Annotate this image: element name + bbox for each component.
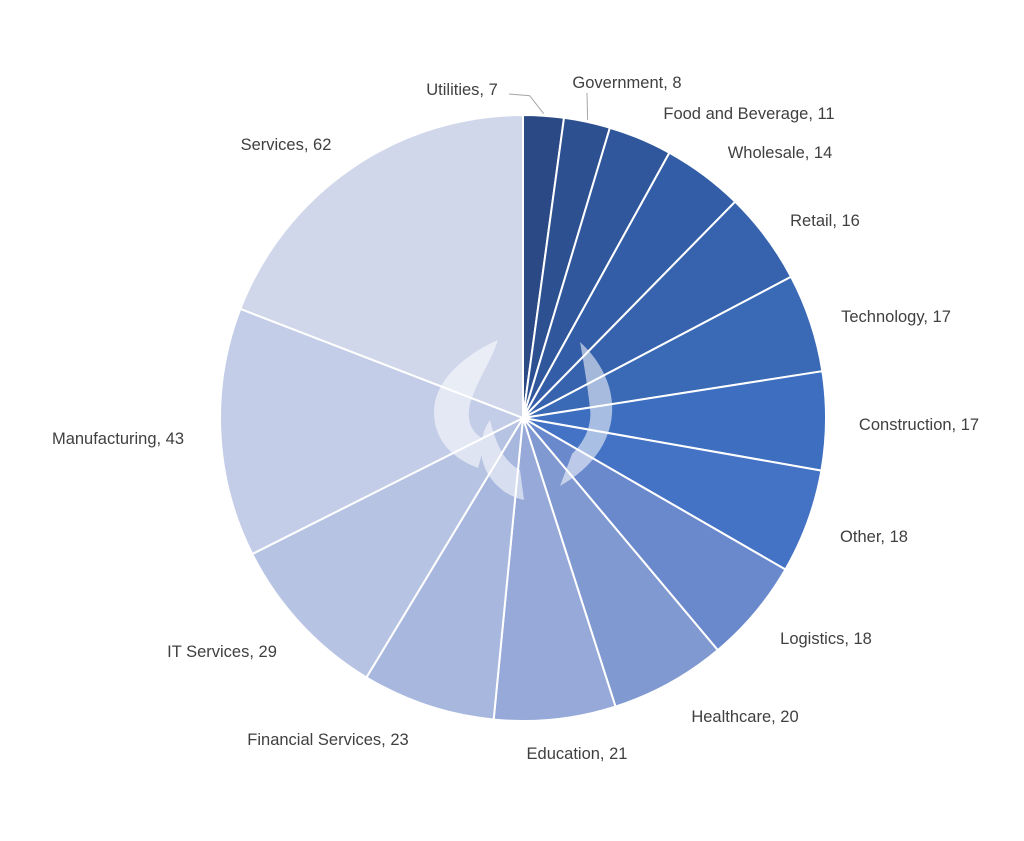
slice-label-it-services: IT Services, 29	[167, 643, 277, 661]
slice-label-other: Other, 18	[840, 528, 908, 546]
slice-label-manufacturing: Manufacturing, 43	[52, 430, 184, 448]
slice-label-services: Services, 62	[241, 136, 332, 154]
pie-slice-education	[492, 417, 617, 722]
slice-label-logistics: Logistics, 18	[780, 630, 872, 648]
leader-lines	[508, 92, 589, 120]
pie-slice-manufacturing	[219, 307, 524, 555]
slice-label-healthcare: Healthcare, 20	[691, 708, 798, 726]
slice-label-education: Education, 21	[527, 745, 628, 763]
slice-label-utilities: Utilities, 7	[426, 81, 498, 99]
pie-slice-financial-services	[365, 417, 524, 721]
watermark-logo	[434, 340, 613, 500]
leader-line-utilities	[508, 93, 545, 115]
pie-slice-services	[239, 114, 524, 419]
slice-label-government: Government, 8	[572, 74, 681, 92]
slice-label-construction: Construction, 17	[859, 416, 979, 434]
slice-label-financial-services: Financial Services, 23	[247, 731, 408, 749]
leader-line-government	[586, 92, 589, 120]
pie-slice-healthcare	[522, 417, 719, 708]
slice-label-technology: Technology, 17	[841, 308, 951, 326]
slice-labels: Utilities, 7 Government, 8 Food and Bevera…	[52, 74, 979, 763]
slice-label-food-and-beverage: Food and Beverage, 11	[663, 105, 834, 123]
slice-label-wholesale: Wholesale, 14	[728, 144, 833, 162]
pie-slices	[219, 114, 827, 722]
slice-label-retail: Retail, 16	[790, 212, 860, 230]
pie-slice-it-services	[251, 417, 524, 679]
